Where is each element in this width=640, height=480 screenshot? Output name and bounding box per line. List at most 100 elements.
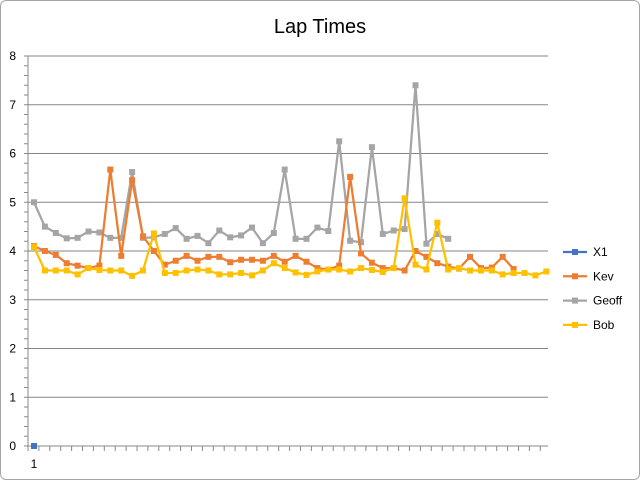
data-point-geoff [41, 223, 48, 230]
data-point-geoff [205, 240, 212, 247]
data-point-bob [532, 272, 539, 279]
x-axis-minor-ticks [27, 446, 541, 451]
data-point-kev [423, 253, 430, 260]
data-point-kev [150, 248, 157, 254]
data-point-kev [368, 259, 375, 266]
gridlines [28, 55, 548, 398]
data-point-geoff [216, 227, 223, 234]
data-point-bob [259, 267, 266, 274]
data-point-geoff [314, 224, 321, 231]
data-point-bob [499, 271, 506, 278]
data-point-bob [401, 195, 408, 202]
legend-label: Bob [593, 318, 615, 332]
data-point-geoff [270, 229, 277, 236]
data-point-kev [292, 252, 299, 259]
data-point-geoff [118, 234, 125, 241]
series-x1 [31, 443, 37, 449]
y-tick-label-2: 2 [9, 342, 16, 356]
data-point-kev [238, 256, 245, 263]
data-point-bob [521, 269, 528, 276]
data-point-bob [63, 267, 70, 274]
x-axis: 1 [27, 445, 548, 471]
legend-label: Kev [593, 269, 614, 283]
data-point-kev [467, 253, 473, 260]
data-point-kev [347, 173, 354, 180]
data-point-bob [303, 271, 310, 278]
data-point-bob [368, 267, 375, 274]
data-point-kev [140, 233, 146, 240]
data-point-bob [96, 267, 103, 274]
data-point-bob [325, 266, 332, 273]
legend-item-kev: Kev [563, 269, 614, 283]
data-point-geoff [390, 227, 397, 234]
y-tick-label-3: 3 [9, 293, 16, 307]
data-point-geoff [434, 230, 441, 237]
data-point-kev [336, 262, 343, 269]
data-point-bob [347, 268, 354, 275]
data-point-bob [129, 272, 136, 279]
data-point-geoff [227, 234, 234, 241]
data-point-bob [31, 244, 37, 251]
legend-marker [572, 273, 578, 280]
data-point-bob [456, 265, 463, 272]
data-point-geoff [74, 234, 81, 241]
data-point-bob [118, 267, 125, 274]
legend: X1 Kev Geoff Bob [563, 245, 623, 332]
data-point-geoff [85, 228, 92, 235]
plot-area [31, 82, 550, 449]
data-point-kev [499, 253, 506, 260]
data-point-geoff [52, 229, 59, 236]
legend-item-bob: Bob [563, 318, 615, 332]
data-point-bob [52, 267, 59, 274]
data-point-kev [303, 258, 310, 265]
data-point-geoff [445, 235, 452, 242]
data-point-bob [314, 268, 321, 275]
data-point-kev [63, 260, 70, 267]
data-point-kev [412, 248, 419, 254]
data-point-geoff [368, 144, 375, 151]
chart-title: Lap Times [274, 16, 366, 38]
legend-marker [572, 249, 578, 255]
data-point-geoff [412, 82, 419, 89]
data-point-bob [423, 266, 430, 273]
data-point-bob [467, 267, 473, 274]
data-point-geoff [281, 166, 288, 173]
y-tick-label-0: 0 [9, 439, 16, 453]
data-point-geoff [358, 239, 364, 246]
data-point-geoff [249, 224, 255, 231]
data-point-kev [259, 257, 266, 264]
legend-marker [572, 321, 578, 328]
legend-label: X1 [593, 245, 608, 259]
data-point-kev [172, 257, 179, 264]
data-point-geoff [292, 235, 299, 242]
data-point-kev [74, 262, 81, 269]
series-bob [31, 195, 550, 279]
data-point-bob [488, 267, 495, 274]
data-point-kev [118, 252, 125, 259]
y-tick-label-1: 1 [9, 390, 16, 404]
data-point-kev [41, 248, 48, 254]
data-point-geoff [194, 232, 201, 239]
data-point-kev [216, 253, 223, 260]
data-point-geoff [63, 235, 70, 242]
y-tick-label-5: 5 [9, 195, 16, 209]
data-point-kev [510, 266, 517, 273]
data-point-bob [85, 265, 92, 272]
data-point-bob [140, 267, 146, 274]
data-point-kev [96, 262, 103, 269]
data-point-kev [107, 166, 114, 173]
data-point-geoff [423, 240, 430, 247]
data-point-geoff [303, 235, 310, 242]
data-point-bob [543, 268, 550, 275]
series-geoff [31, 82, 452, 247]
data-point-kev [314, 265, 321, 272]
legend-item-geoff: Geoff [563, 294, 623, 308]
data-point-bob [434, 219, 441, 226]
data-point-geoff [238, 232, 245, 239]
data-point-bob [183, 267, 190, 274]
y-tick-label-6: 6 [9, 147, 16, 161]
data-point-geoff [401, 226, 408, 233]
data-point-kev [194, 257, 201, 264]
